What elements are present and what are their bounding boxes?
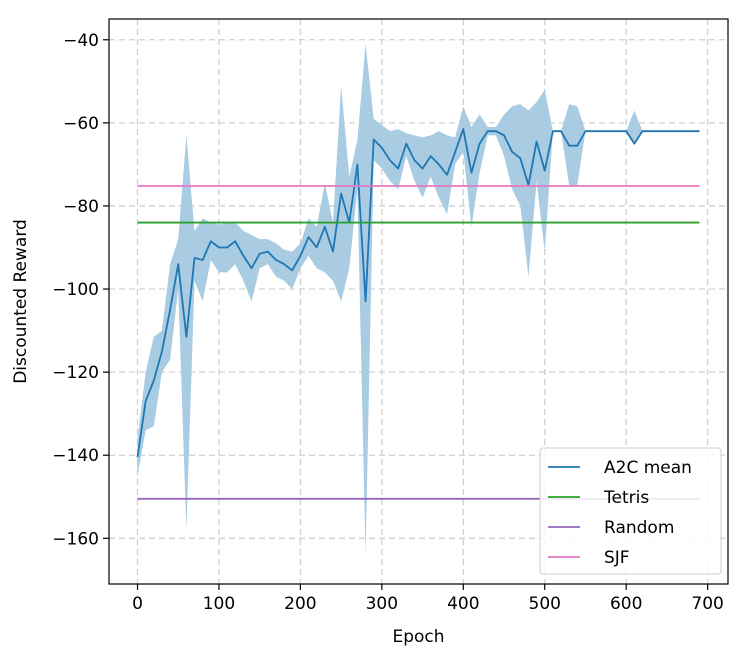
x-tick-label: 500 bbox=[529, 594, 561, 614]
legend-label: Tetris bbox=[603, 488, 649, 508]
series-lines bbox=[136, 128, 700, 500]
legend-box bbox=[539, 447, 722, 575]
legend: A2C mean Tetris Random SJF bbox=[539, 447, 722, 575]
plot-area-frame bbox=[108, 18, 729, 585]
x-tick-label: 300 bbox=[366, 594, 398, 614]
y-tick-label: −40 bbox=[63, 31, 99, 51]
legend-label: Random bbox=[604, 518, 674, 538]
y-tick-label: −120 bbox=[52, 363, 99, 383]
y-tick-label: −160 bbox=[52, 529, 99, 549]
a2c-confidence-band bbox=[137, 43, 700, 555]
y-axis: −160 −140 −120 −100 −80 −60 −40 bbox=[52, 31, 109, 549]
y-axis-label: Discounted Reward bbox=[11, 219, 31, 384]
y-tick-label: −60 bbox=[63, 114, 99, 134]
x-tick-label: 200 bbox=[284, 594, 316, 614]
y-tick-label: −140 bbox=[52, 446, 99, 466]
x-tick-label: 600 bbox=[610, 594, 642, 614]
x-axis-label: Epoch bbox=[392, 627, 444, 647]
legend-label: SJF bbox=[604, 548, 630, 568]
y-tick-label: −80 bbox=[63, 197, 99, 217]
x-tick-label: 100 bbox=[203, 594, 235, 614]
legend-label: A2C mean bbox=[604, 458, 692, 478]
x-tick-label: 400 bbox=[447, 594, 479, 614]
x-tick-label: 0 bbox=[132, 594, 143, 614]
x-tick-label: 700 bbox=[691, 594, 723, 614]
x-axis: 0 100 200 300 400 500 600 700 bbox=[132, 584, 724, 614]
a2c-mean-line bbox=[136, 128, 700, 458]
y-tick-label: −100 bbox=[52, 280, 99, 300]
